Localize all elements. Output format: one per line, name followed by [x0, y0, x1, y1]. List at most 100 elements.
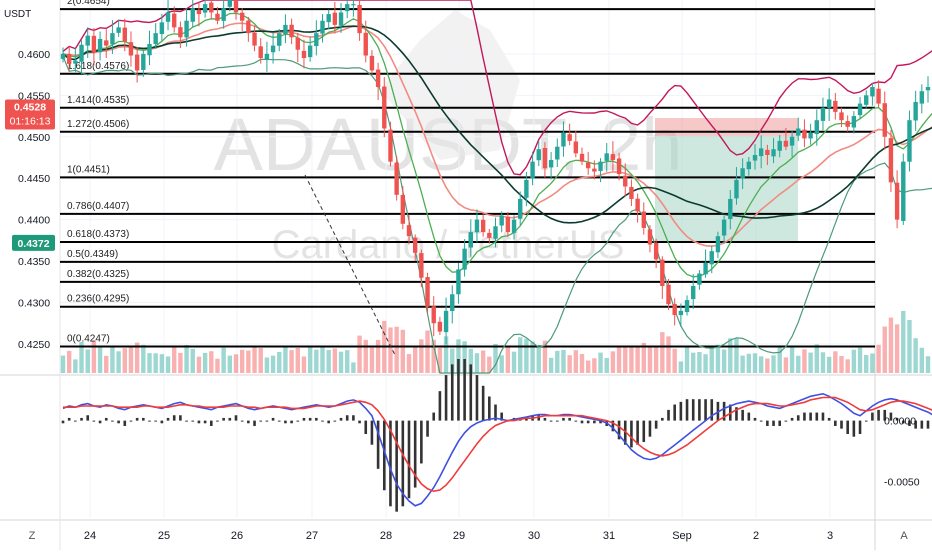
- candle-body: [611, 154, 615, 160]
- macd-hist-bar: [185, 421, 188, 422]
- macd-hist-bar: [439, 391, 442, 420]
- volume-bar: [722, 349, 726, 373]
- candle-body: [61, 54, 65, 59]
- position-target-zone: [655, 136, 798, 243]
- candle-body: [734, 180, 738, 199]
- candle-body: [129, 42, 133, 55]
- candle-body: [666, 285, 670, 304]
- macd-hist-bar: [216, 421, 219, 422]
- volume-bar: [370, 348, 374, 373]
- candle-body: [135, 55, 139, 71]
- volume-bar: [654, 347, 658, 373]
- candle-body: [296, 38, 300, 50]
- candle-body: [567, 134, 571, 141]
- macd-hist-bar: [649, 421, 652, 437]
- macd-hist-bar: [62, 421, 65, 424]
- volume-bar: [796, 356, 800, 373]
- fib-label-7: 0.5(0.4349): [67, 249, 118, 260]
- volume-bar: [549, 358, 553, 373]
- volume-bar: [221, 348, 225, 373]
- volume-bar: [808, 353, 812, 373]
- candle-body: [543, 148, 547, 168]
- macd-hist-bar: [457, 359, 460, 421]
- macd-hist-bar: [463, 359, 466, 421]
- candle-body: [784, 141, 788, 147]
- volume-bar: [493, 344, 497, 373]
- x-tick-2: 26: [231, 530, 243, 542]
- volume-bar: [592, 358, 596, 373]
- macd-hist-bar: [748, 413, 751, 421]
- volume-bar: [289, 350, 293, 373]
- candle-body: [351, 4, 355, 5]
- volume-bar: [252, 346, 256, 373]
- volume-bar: [605, 358, 609, 373]
- volume-bar: [679, 361, 683, 373]
- x-tick-6: 30: [528, 530, 540, 542]
- macd-hist-bar: [272, 418, 275, 421]
- macd-hist-bar: [309, 418, 312, 421]
- volume-bar: [537, 347, 541, 373]
- candle-body: [271, 46, 275, 53]
- candle-body: [660, 260, 664, 286]
- candle-body: [493, 226, 497, 238]
- volume-bar: [203, 353, 207, 373]
- candle-body: [790, 137, 794, 146]
- volume-bar: [197, 357, 201, 373]
- macd-hist-bar: [321, 421, 324, 422]
- candle-body: [821, 108, 825, 121]
- low-badge-value: 0.4372: [17, 238, 49, 250]
- volume-bar: [765, 359, 769, 373]
- candle-body: [833, 101, 837, 112]
- candle-body: [580, 154, 584, 162]
- candle-body: [629, 187, 633, 199]
- volume-bar: [394, 327, 398, 373]
- volume-bar: [512, 352, 516, 373]
- volume-bar: [92, 340, 96, 373]
- volume-bar: [876, 345, 880, 373]
- volume-bar: [481, 350, 485, 373]
- macd-hist-bar: [315, 418, 318, 421]
- macd-hist-bar: [111, 421, 114, 422]
- candle-body: [444, 311, 448, 332]
- macd-hist-bar: [642, 421, 645, 442]
- volume-bar: [864, 355, 868, 373]
- macd-hist-bar: [204, 421, 207, 424]
- volume-bar: [364, 340, 368, 373]
- candle-body: [98, 39, 102, 52]
- volume-bar: [438, 348, 442, 373]
- macd-hist-bar: [358, 421, 361, 424]
- volume-bar: [228, 356, 232, 373]
- volume-bar: [710, 347, 714, 373]
- volume-bar: [345, 350, 349, 373]
- candle-body: [549, 160, 553, 167]
- volume-bar: [86, 349, 90, 373]
- x-tick-7: 31: [603, 530, 615, 542]
- macd-hist-bar: [290, 421, 293, 424]
- candle-body: [339, 12, 343, 25]
- volume-bar: [580, 354, 584, 373]
- candle-body: [778, 141, 782, 151]
- macd-hist-bar: [791, 418, 794, 421]
- volume-bar: [833, 351, 837, 373]
- volume-bar: [561, 350, 565, 373]
- candle-body: [827, 99, 831, 107]
- candle-body: [839, 112, 843, 120]
- candle-body: [283, 25, 287, 34]
- candle-body: [326, 14, 330, 22]
- candle-body: [901, 162, 905, 221]
- macd-hist-bar: [123, 421, 126, 426]
- volume-bar: [697, 352, 701, 373]
- volume-bar: [839, 356, 843, 373]
- candle-body: [221, 8, 225, 21]
- macd-hist-bar: [74, 421, 77, 422]
- volume-bar: [821, 352, 825, 373]
- volume-bar: [326, 350, 330, 373]
- candle-body: [259, 46, 263, 58]
- volume-bar: [61, 356, 65, 373]
- fib-label-3: 1.272(0.4506): [67, 119, 129, 130]
- volume-bar: [172, 345, 176, 373]
- macd-hist-bar: [241, 421, 244, 422]
- fib-label-10: 0(0.4247): [67, 333, 110, 344]
- candle-body: [178, 27, 182, 37]
